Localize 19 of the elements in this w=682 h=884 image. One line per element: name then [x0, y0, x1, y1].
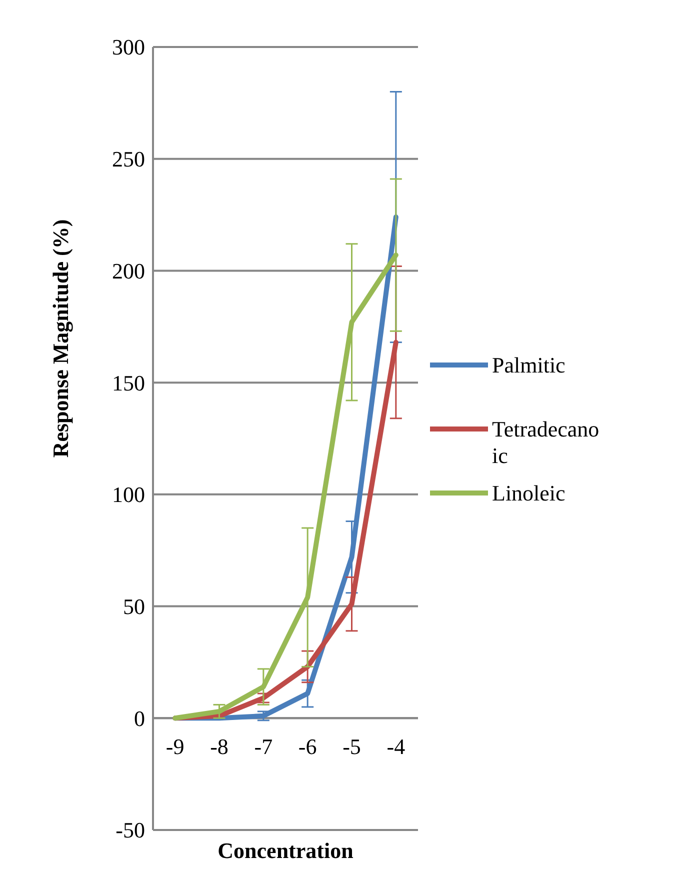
legend-label: Linoleic	[492, 480, 566, 506]
y-tick-label: 0	[134, 706, 145, 731]
x-tick-label: -9	[166, 734, 184, 760]
y-tick-label: 100	[112, 482, 145, 508]
x-tick-label: -6	[298, 734, 317, 760]
y-tick-label: 200	[112, 258, 145, 284]
y-tick-label: -50	[116, 818, 145, 843]
legend-label: Tetradecanoic	[492, 416, 600, 468]
y-tick-label: 250	[112, 146, 145, 172]
x-axis-title: Concentration	[218, 838, 354, 863]
x-tick-label: -8	[210, 734, 228, 760]
x-tick-label: -5	[342, 734, 361, 760]
y-tick-label: 300	[112, 34, 145, 60]
x-tick-label: -7	[254, 734, 273, 760]
x-tick-label: -4	[386, 734, 406, 760]
legend-label: Palmitic	[492, 352, 566, 378]
y-axis-title: Response Magnitude (%)	[48, 219, 73, 458]
y-tick-label: 150	[112, 370, 145, 396]
y-tick-label: 50	[123, 594, 145, 619]
